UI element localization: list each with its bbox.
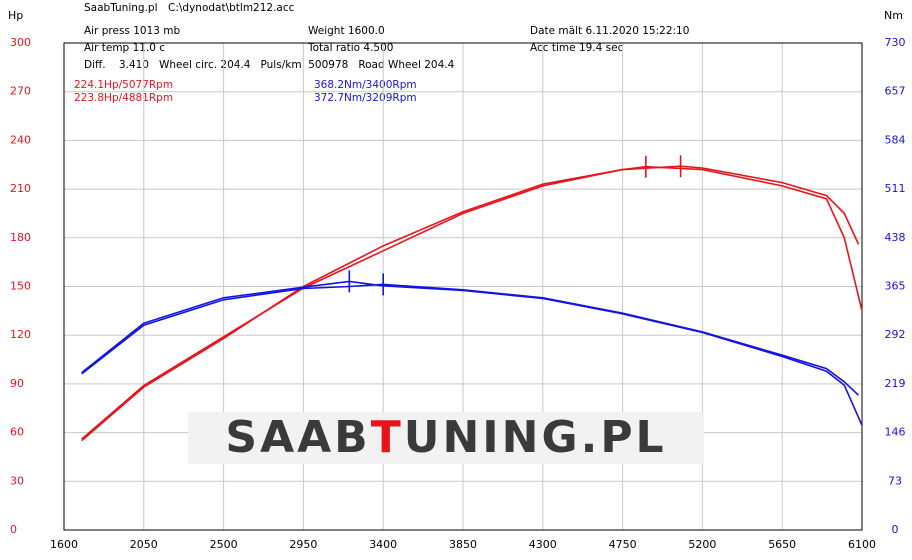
source: SaabTuning.pl [84, 2, 158, 14]
info: Acc time 19.4 sec [530, 42, 624, 54]
y-tick-label: 30 [10, 474, 24, 487]
y2-tick-label: 73 [888, 474, 902, 487]
x-tick-label: 2050 [130, 538, 158, 551]
x-tick-label: 3850 [449, 538, 477, 551]
annotation: 372.7Nm/3209Rpm [314, 92, 417, 104]
y-tick-label: 270 [10, 85, 31, 98]
x-tick-label: 5650 [768, 538, 796, 551]
logo: SAABTUNING.PL [225, 412, 666, 463]
y2-tick-label: 0 [892, 523, 899, 536]
y2-tick-label: 584 [885, 133, 906, 146]
y2-tick-label: 438 [885, 231, 906, 244]
info: Diff. 3.410 Wheel circ. 204.4 Puls/km 50… [84, 59, 455, 71]
series-line [81, 280, 863, 426]
y-tick-label: 120 [10, 328, 31, 341]
info: Air press 1013 mb [84, 25, 181, 37]
y-tick-label: 180 [10, 231, 31, 244]
info: Total ratio 4.500 [307, 42, 393, 54]
y-tick-label: 90 [10, 377, 24, 390]
x-tick-label: 5200 [688, 538, 716, 551]
y2-tick-label: 219 [885, 377, 906, 390]
x-tick-label: 2950 [289, 538, 317, 551]
x-tick-label: 4300 [529, 538, 557, 551]
y2-tick-label: 511 [885, 182, 906, 195]
annotation: 223.8Hp/4881Rpm [74, 92, 173, 104]
file: C:\dynodat\btlm212.acc [168, 2, 295, 14]
plot-frame [63, 42, 863, 531]
series-line [81, 165, 860, 442]
annotation: 224.1Hp/5077Rpm [74, 79, 173, 91]
y2-tick-label: 146 [885, 426, 906, 439]
logo-part: T [371, 412, 404, 463]
logo-bg [188, 412, 704, 464]
y2-tick-label: 292 [885, 328, 906, 341]
y2-tick-label: 365 [885, 280, 906, 293]
info: Weight 1600.0 [308, 25, 385, 37]
y-tick-label: 150 [10, 280, 31, 293]
x-tick-label: 3400 [369, 538, 397, 551]
y-tick-label: 210 [10, 182, 31, 195]
y2-tick-label: 657 [885, 85, 906, 98]
logo-part: UNING.PL [404, 412, 667, 463]
y2-tick-label: 730 [885, 36, 906, 49]
y2-axis-label: Nm [884, 9, 903, 22]
series-line [81, 165, 863, 440]
y-axis-label: Hp [8, 9, 23, 22]
x-tick-label: 2500 [210, 538, 238, 551]
y-tick-label: 300 [10, 36, 31, 49]
x-tick-label: 6100 [848, 538, 876, 551]
info: Air temp 11.0 c [84, 42, 165, 54]
y-tick-label: 240 [10, 133, 31, 146]
y-tick-label: 60 [10, 426, 24, 439]
logo-part: SAAB [225, 412, 370, 463]
x-tick-label: 1600 [50, 538, 78, 551]
x-tick-label: 4750 [609, 538, 637, 551]
info: Date mält 6.11.2020 15:22:10 [530, 25, 689, 37]
y-tick-label: 0 [10, 523, 17, 536]
annotation: 368.2Nm/3400Rpm [314, 79, 417, 91]
